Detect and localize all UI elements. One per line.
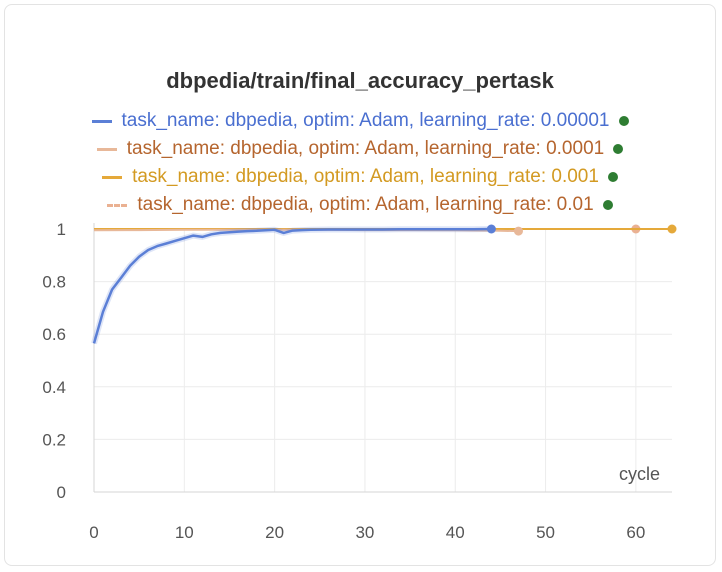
status-dot-icon — [613, 144, 624, 154]
x-tick-label: 60 — [626, 523, 645, 542]
status-dot-icon — [618, 116, 629, 126]
series-lines — [91, 224, 677, 345]
x-axis-title: cycle — [619, 464, 660, 484]
legend-item[interactable]: task_name: dbpedia, optim: Adam, learnin… — [5, 107, 715, 135]
x-tick-label: 50 — [536, 523, 555, 542]
x-tick-label: 20 — [265, 523, 284, 542]
x-tick-label: 40 — [446, 523, 465, 542]
y-tick-label: 0 — [57, 483, 66, 502]
y-tick-label: 1 — [57, 220, 66, 239]
axes — [93, 223, 672, 493]
legend-swatch — [96, 147, 117, 151]
legend-swatch — [102, 175, 123, 179]
status-dot-icon — [602, 200, 613, 210]
y-tick-label: 0.4 — [42, 378, 66, 397]
legend-swatch — [107, 203, 128, 207]
series-shadow-line — [91, 226, 492, 345]
chart-title: dbpedia/train/final_accuracy_pertask — [166, 68, 554, 93]
legend-label: task_name: dbpedia, optim: Adam, learnin… — [126, 138, 605, 159]
legend-swatch — [91, 119, 112, 123]
legend-label: task_name: dbpedia, optim: Adam, learnin… — [137, 194, 594, 215]
x-tick-label: 30 — [355, 523, 374, 542]
legend-label: task_name: dbpedia, optim: Adam, learnin… — [121, 110, 610, 131]
series-end-point-2[interactable] — [513, 226, 523, 236]
legend-item[interactable]: task_name: dbpedia, optim: Adam, learnin… — [5, 163, 715, 191]
status-dot-icon — [607, 172, 618, 182]
legend-label: task_name: dbpedia, optim: Adam, learnin… — [132, 166, 599, 187]
grid-lines — [93, 228, 672, 493]
y-tick-label: 0.2 — [42, 430, 66, 449]
legend-item[interactable]: task_name: dbpedia, optim: Adam, learnin… — [5, 191, 715, 219]
x-tick-label: 10 — [175, 523, 194, 542]
legend-item[interactable]: task_name: dbpedia, optim: Adam, learnin… — [5, 135, 715, 163]
y-tick-label: 0.8 — [42, 273, 66, 292]
series-line-1[interactable] — [92, 227, 492, 344]
y-tick-label: 0.6 — [42, 325, 66, 344]
x-tick-label: 0 — [89, 523, 98, 542]
series-end-point-3[interactable] — [667, 224, 677, 234]
series-end-point-1[interactable] — [486, 224, 496, 234]
chart-panel: dbpedia/train/final_accuracy_pertask tas… — [4, 4, 716, 566]
